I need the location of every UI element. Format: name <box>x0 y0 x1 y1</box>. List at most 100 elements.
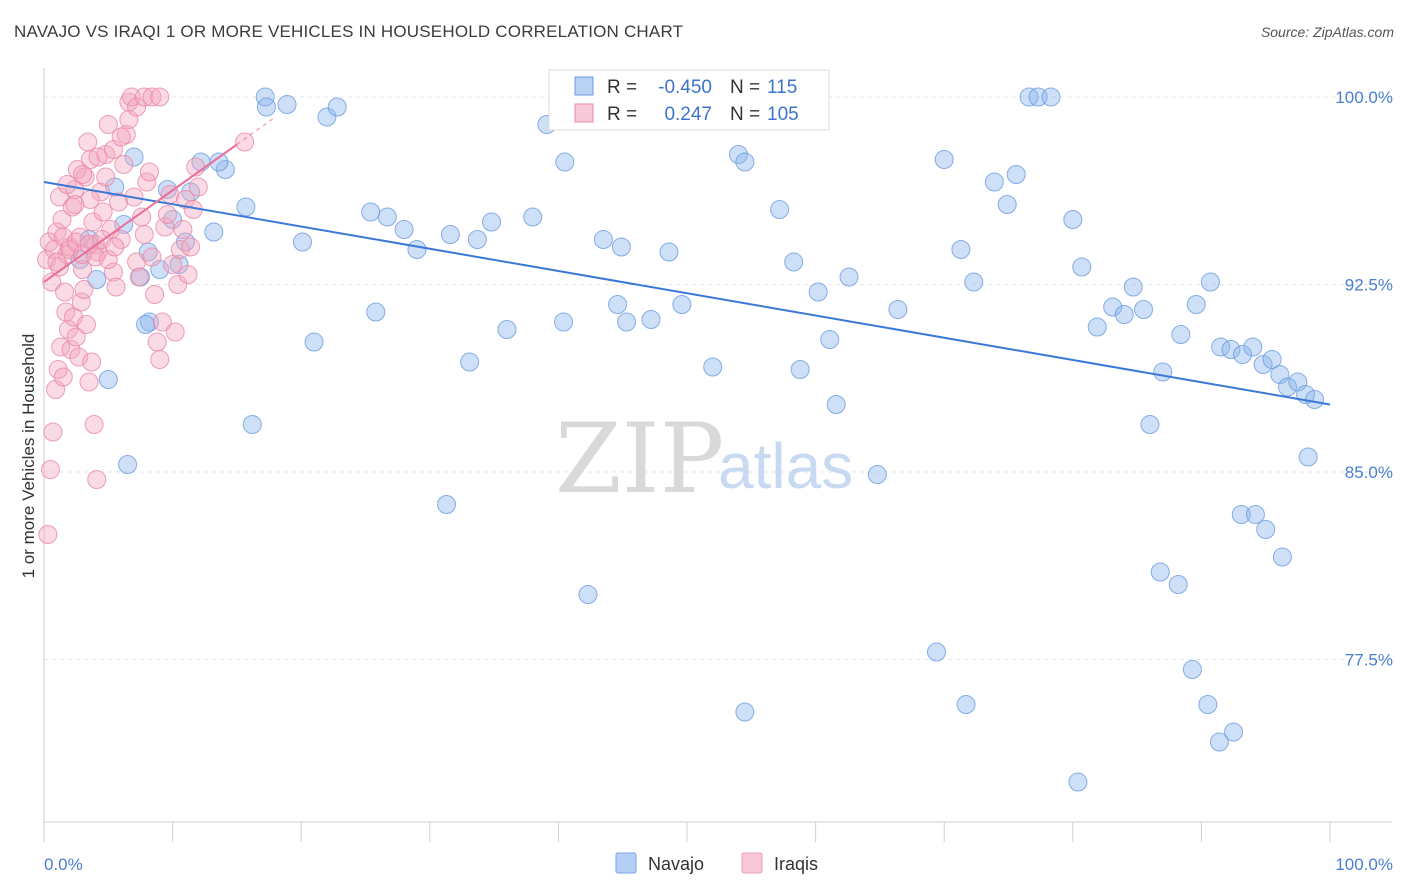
navajo-point <box>1123 277 1143 297</box>
navajo-point <box>1221 340 1241 359</box>
navajo-point <box>1041 87 1061 107</box>
iraqis-point <box>84 415 104 434</box>
navajo-point <box>136 315 156 334</box>
iraqis-point <box>116 125 136 144</box>
iraqis-point <box>150 350 170 369</box>
navajo-point <box>926 642 946 662</box>
iraqis-point <box>173 220 193 239</box>
iraqis-point <box>98 250 118 269</box>
iraqis-point <box>66 327 86 347</box>
navajo-point <box>437 495 457 514</box>
navajo-point <box>1153 362 1173 382</box>
iraqis-point <box>168 275 188 294</box>
iraqis-point <box>134 87 154 107</box>
iraqis-point <box>127 97 147 117</box>
y-tick-label: 85.0% <box>1345 463 1393 482</box>
navajo-point <box>1231 505 1251 524</box>
iraqis-point <box>80 150 100 169</box>
navajo-point <box>839 267 859 287</box>
navajo-point <box>460 352 480 372</box>
navajo-legend-swatch <box>574 76 594 96</box>
iraqis-point <box>142 247 162 267</box>
navajo-point <box>163 210 183 229</box>
navajo-point <box>1114 305 1134 324</box>
navajo-trend-line <box>43 181 1331 406</box>
source-label: Source: ZipAtlas.com <box>1260 24 1394 40</box>
iraqis-point <box>53 227 73 247</box>
iraqis-point <box>165 322 185 342</box>
navajo-point <box>1243 337 1263 357</box>
navajo-point <box>1245 505 1265 524</box>
iraqis-point <box>82 352 102 372</box>
trend-lines <box>43 116 1331 406</box>
iraqis-point <box>111 230 131 249</box>
navajo-point <box>377 207 397 227</box>
navajo-point <box>1200 272 1220 292</box>
navajo-point <box>209 152 229 172</box>
navajo-point <box>790 360 810 379</box>
y-axis-label: 1 or more Vehicles in Household <box>19 334 38 579</box>
navajo-point <box>118 455 138 474</box>
navajo-point <box>215 160 235 179</box>
navajo-point <box>826 395 846 414</box>
navajo-point <box>1224 722 1244 742</box>
iraqis-point <box>65 195 85 214</box>
iraqis-point <box>47 222 67 242</box>
navajo-point <box>440 225 460 244</box>
iraqis-point <box>69 347 89 367</box>
series-legend: Navajo Iraqis <box>615 852 818 874</box>
iraqis-point <box>88 147 108 167</box>
navajo-point <box>867 465 887 484</box>
iraqis-point <box>40 460 60 479</box>
y-tick-label: 77.5% <box>1345 651 1393 670</box>
navajo-point <box>984 172 1004 192</box>
iraqis-point <box>103 262 123 282</box>
iraqis-point <box>75 167 95 187</box>
navajo-point <box>784 252 804 272</box>
navajo-point <box>1134 300 1154 319</box>
navajo-point <box>1168 575 1188 594</box>
navajo-point <box>617 312 637 332</box>
navajo-point <box>256 97 276 117</box>
navajo-point <box>361 202 381 222</box>
navajo-point <box>728 145 748 164</box>
navajo-point <box>407 240 427 259</box>
navajo-point <box>735 152 755 172</box>
navajo-point <box>87 270 107 289</box>
iraqis-point <box>43 422 63 442</box>
navajo-point <box>482 212 502 232</box>
navajo-point <box>1171 325 1191 344</box>
iraqis-point <box>181 237 201 257</box>
iraqis-point <box>61 340 81 359</box>
navajo-point <box>1087 317 1107 337</box>
iraqis-point <box>73 260 93 279</box>
navajo-point <box>611 237 631 257</box>
iraqis-point <box>74 280 94 299</box>
navajo-point <box>1298 447 1318 467</box>
navajo-point <box>1063 210 1083 229</box>
navajo-point <box>242 415 262 434</box>
iraqis-point <box>83 212 103 232</box>
iraqis-point <box>67 160 87 179</box>
iraqis-point <box>96 167 116 187</box>
navajo-point <box>366 302 386 322</box>
navajo-point <box>124 147 144 167</box>
navajo-point <box>1262 350 1282 369</box>
legend-r-value: -0.450 <box>658 77 712 98</box>
iraqis-point <box>129 267 149 287</box>
navajo-point <box>1272 547 1292 567</box>
iraqis-point <box>58 320 78 339</box>
iraqis-point <box>152 312 172 332</box>
navajo-point <box>277 95 297 114</box>
legend-n-value: 105 <box>767 104 799 125</box>
legend-r-label: R = <box>607 77 637 98</box>
legend-r-value: 0.247 <box>664 104 712 125</box>
iraqis-point <box>78 132 98 152</box>
navajo-point <box>608 295 628 314</box>
iraqis-point <box>105 237 125 257</box>
watermark-atlas: atlas <box>718 430 853 502</box>
chart-title: NAVAJO VS IRAQI 1 OR MORE VEHICLES IN HO… <box>14 22 684 41</box>
iraqis-point <box>109 192 129 212</box>
navajo-point <box>98 370 118 389</box>
navajo-point <box>956 695 976 714</box>
